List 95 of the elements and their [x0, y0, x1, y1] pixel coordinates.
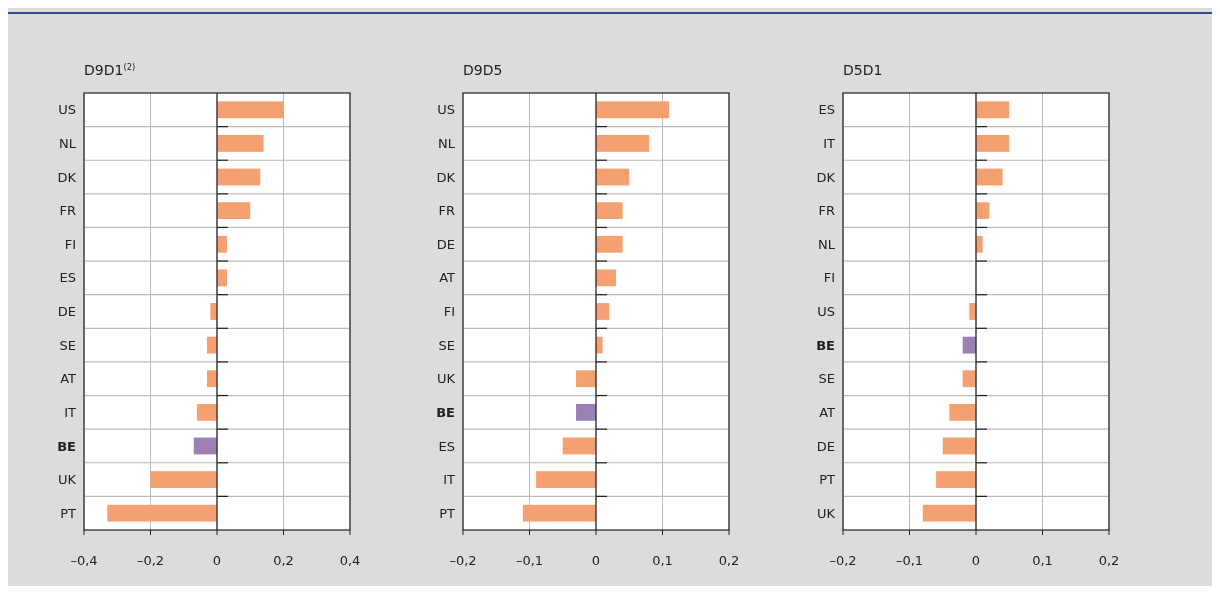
y-tick-label: IT	[443, 472, 456, 488]
y-tick-label: PT	[60, 505, 77, 521]
y-tick-label: FI	[443, 304, 455, 320]
y-tick-label: SE	[818, 371, 835, 387]
x-tick-label: –0,2	[449, 553, 477, 568]
y-tick-label: NL	[59, 135, 77, 151]
x-tick-label: –0,2	[136, 553, 165, 568]
x-tick-label: 0,2	[718, 553, 740, 568]
bar	[217, 135, 264, 152]
chart-title: D5D1	[843, 62, 883, 78]
y-tick-label: ES	[59, 270, 76, 286]
bar	[217, 168, 261, 186]
y-tick-label: PT	[819, 472, 836, 488]
bar	[936, 471, 976, 488]
bar	[596, 336, 603, 354]
bar	[922, 504, 976, 522]
bar	[596, 235, 623, 253]
y-tick-label: FR	[818, 203, 835, 219]
x-tick-label: –0,2	[829, 553, 857, 568]
x-tick-label: 0,2	[1098, 553, 1120, 568]
bar	[107, 504, 217, 522]
y-tick-label: AT	[60, 371, 77, 387]
bar	[217, 202, 251, 220]
bar	[207, 336, 217, 354]
bar	[596, 269, 616, 287]
y-tick-label: FI	[64, 236, 76, 252]
x-tick-label: 0,1	[1032, 553, 1053, 568]
y-tick-label: DK	[57, 169, 77, 185]
y-tick-label: NL	[438, 135, 456, 151]
bar	[522, 504, 596, 522]
y-tick-label: DE	[816, 438, 835, 454]
x-tick-label: 0	[212, 553, 222, 568]
bar	[976, 101, 1010, 119]
bar	[576, 370, 596, 388]
bar	[210, 303, 217, 320]
y-tick-label: AT	[819, 404, 836, 420]
y-tick-label: IT	[64, 404, 77, 420]
y-tick-label: AT	[439, 270, 456, 286]
y-tick-label: FI	[823, 270, 835, 286]
bar	[596, 101, 670, 119]
bar	[207, 370, 217, 388]
x-tick-label: 0	[591, 553, 601, 568]
y-tick-label: FR	[59, 203, 76, 219]
y-tick-label: SE	[59, 337, 76, 353]
y-tick-label: ES	[818, 102, 835, 118]
bar	[562, 437, 596, 455]
y-tick-label: UK	[436, 371, 456, 387]
y-tick-label: IT	[823, 135, 836, 151]
bar	[976, 168, 1003, 186]
x-tick-label: 0,1	[652, 553, 673, 568]
bar	[969, 303, 976, 320]
y-tick-label: DK	[436, 169, 456, 185]
chart-title: D9D5	[463, 62, 503, 78]
bar	[976, 202, 990, 220]
x-tick-label: –0,4	[70, 553, 98, 568]
bar	[217, 101, 284, 119]
bar	[150, 471, 217, 488]
y-tick-label: UK	[57, 472, 77, 488]
y-tick-label: NL	[818, 236, 836, 252]
bar	[976, 135, 1010, 152]
bar	[949, 403, 976, 421]
bar	[962, 370, 976, 388]
bar	[217, 269, 227, 287]
bar	[976, 235, 983, 253]
y-tick-label: UK	[816, 505, 836, 521]
y-tick-label: DK	[816, 169, 836, 185]
bar	[596, 135, 650, 152]
y-tick-label: SE	[438, 337, 455, 353]
x-tick-label: 0,4	[339, 553, 361, 568]
y-tick-label: US	[58, 102, 76, 118]
chart-title: D9D1$^{(2)}$	[84, 62, 136, 78]
bar	[596, 303, 610, 320]
bar	[193, 437, 217, 455]
y-tick-label: US	[817, 304, 835, 320]
x-tick-label: –0,1	[895, 553, 924, 568]
x-tick-label: 0,2	[273, 553, 294, 568]
bar	[962, 336, 976, 354]
bar	[596, 168, 630, 186]
y-tick-label: FR	[438, 203, 455, 219]
y-tick-label: BE	[816, 337, 835, 353]
bar	[197, 403, 217, 421]
x-tick-label: –0,1	[515, 553, 544, 568]
y-tick-label: BE	[436, 404, 455, 420]
y-tick-label: US	[437, 102, 455, 118]
y-tick-label: DE	[57, 304, 76, 320]
y-tick-label: ES	[438, 438, 455, 454]
y-tick-label: PT	[439, 505, 456, 521]
bar	[596, 202, 623, 220]
y-tick-label: BE	[57, 438, 76, 454]
bar	[217, 235, 227, 253]
y-tick-label: DE	[436, 236, 455, 252]
bar	[576, 403, 596, 421]
x-tick-label: 0	[971, 553, 981, 568]
bar	[942, 437, 976, 455]
bar	[536, 471, 596, 488]
